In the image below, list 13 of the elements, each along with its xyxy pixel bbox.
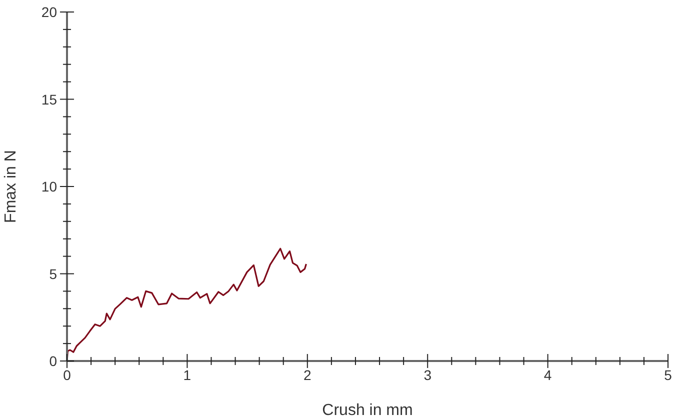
y-tick-label: 0: [49, 353, 58, 369]
x-tick-label: 0: [63, 367, 72, 383]
y-axis-title: Fmax in N: [2, 150, 20, 223]
y-tick-label: 5: [49, 266, 58, 282]
x-tick-label: 5: [664, 367, 672, 383]
y-tick-label: 20: [41, 4, 58, 20]
y-tick-label: 15: [41, 91, 58, 108]
x-axis-title: Crush in mm: [322, 402, 413, 417]
y-tick-label: 10: [41, 178, 58, 194]
x-tick-label: 2: [304, 367, 312, 383]
x-tick-label: 4: [544, 367, 552, 383]
x-tick-label: 1: [183, 367, 192, 383]
x-tick-label: 3: [424, 367, 432, 383]
